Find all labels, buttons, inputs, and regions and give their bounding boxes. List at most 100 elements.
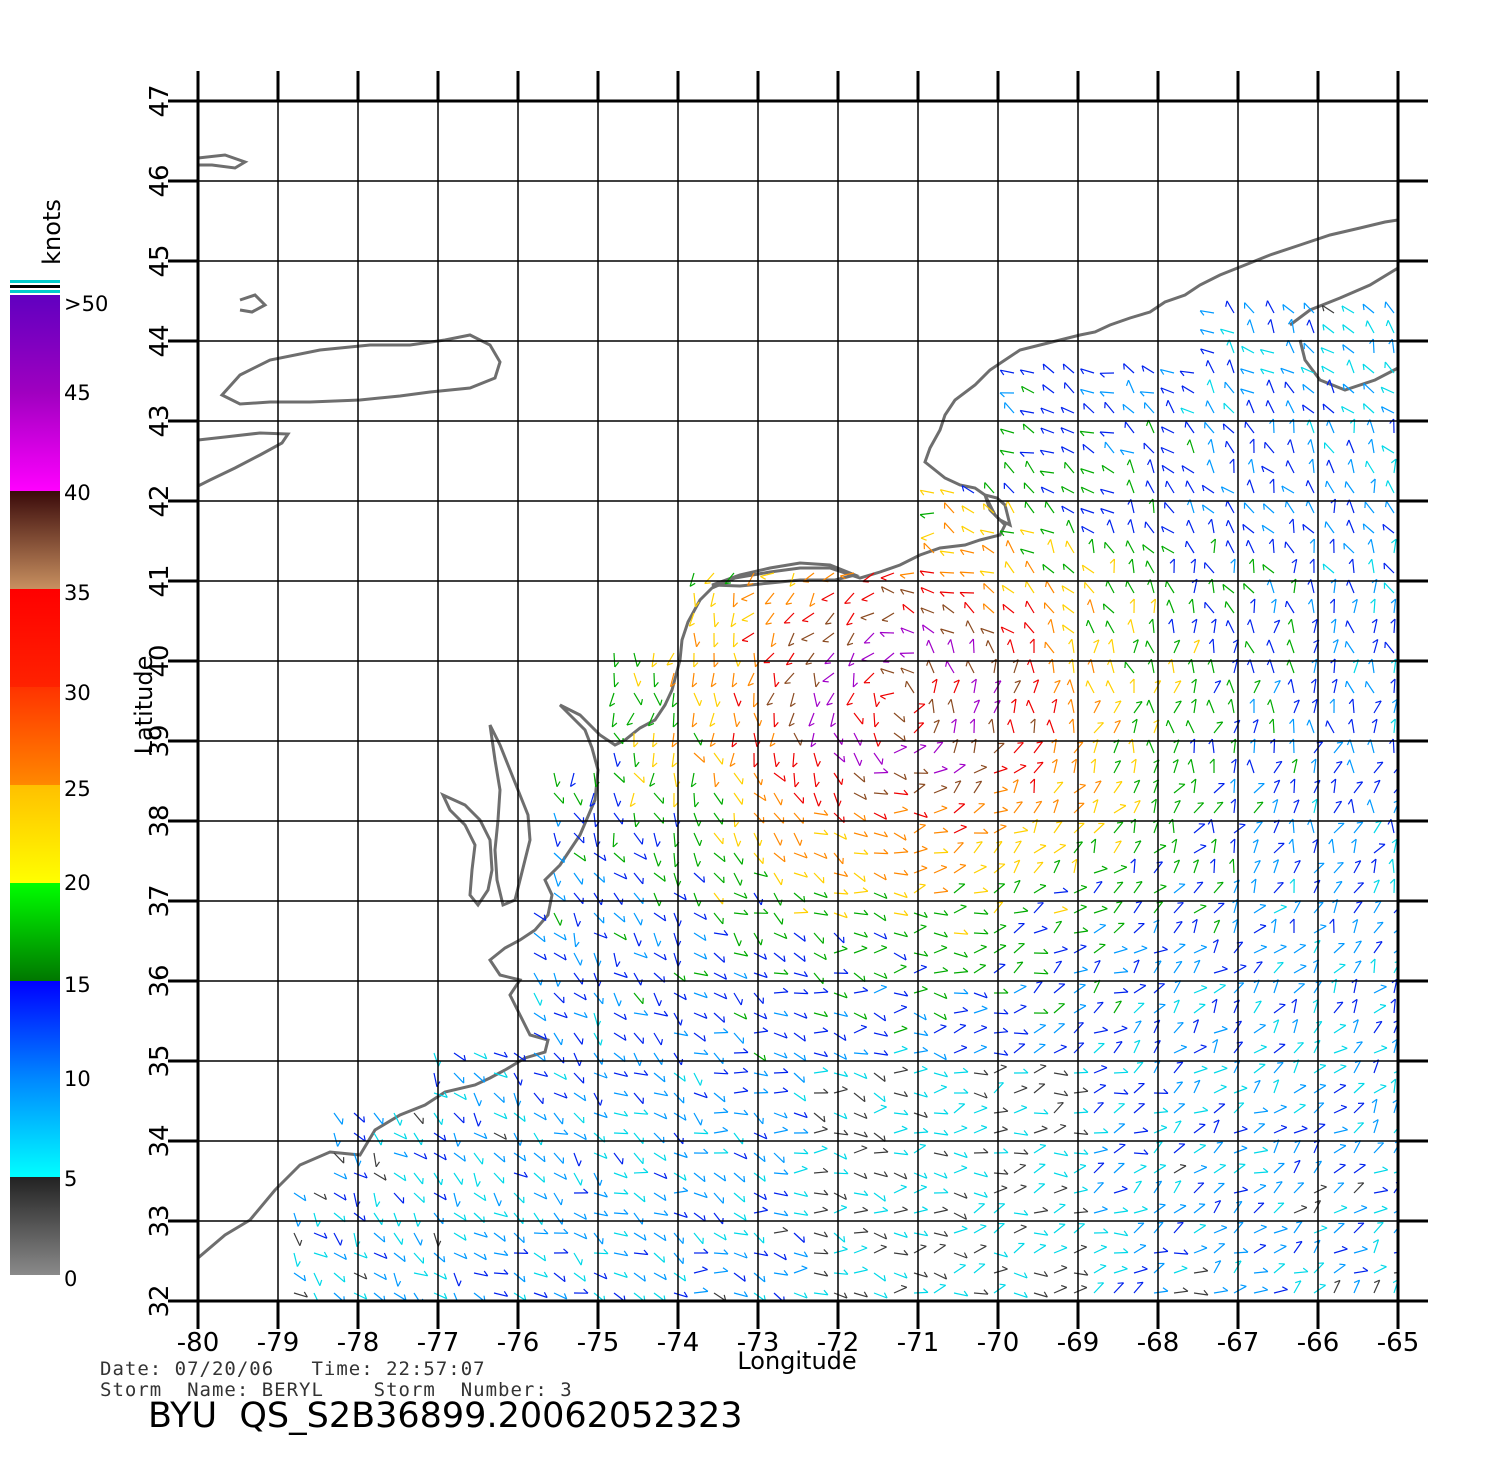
wind-barb <box>823 810 829 816</box>
wind-barb <box>1003 1169 1009 1175</box>
wind-vector <box>1193 845 1207 854</box>
wind-vector <box>1193 1124 1206 1134</box>
wind-barb <box>920 1184 927 1188</box>
wind-vector <box>1153 1004 1166 1014</box>
wind-vector <box>1363 523 1375 534</box>
wind-vector <box>1393 459 1397 474</box>
wind-vector <box>1211 519 1215 534</box>
wind-barb <box>614 661 620 668</box>
wind-vector <box>1273 859 1280 874</box>
wind-vector <box>773 1252 787 1261</box>
wind-barb <box>643 1168 649 1173</box>
wind-barb <box>1066 679 1071 686</box>
wind-vector <box>1302 404 1315 414</box>
wind-barb <box>1319 1063 1326 1067</box>
wind-barb <box>722 1126 729 1132</box>
wind-vector <box>1333 1065 1347 1074</box>
wind-barb <box>883 874 887 881</box>
wind-vector <box>1033 1144 1047 1154</box>
wind-vector <box>1050 539 1055 554</box>
wind-vector <box>1193 960 1201 974</box>
wind-vector <box>813 752 819 767</box>
wind-barb <box>1240 388 1245 395</box>
wind-barb <box>883 933 888 940</box>
wind-vector <box>1080 368 1095 374</box>
wind-vector <box>1033 800 1043 814</box>
wind-vector <box>673 1272 686 1282</box>
wind-barb <box>808 722 815 727</box>
wind-vector <box>1341 305 1355 314</box>
wind-barb <box>671 742 678 748</box>
wind-barb <box>403 1294 407 1301</box>
wind-vector <box>1000 530 1015 534</box>
wind-barb <box>880 1244 887 1248</box>
wind-vector <box>1363 403 1375 414</box>
wind-vector <box>713 912 724 925</box>
wind-barb <box>1125 379 1130 386</box>
wind-vector <box>1062 624 1075 634</box>
wind-barb <box>843 1269 849 1275</box>
wind-vector <box>1381 445 1395 454</box>
wind-barb <box>1062 604 1065 611</box>
wind-vector <box>1213 1290 1228 1294</box>
wind-vector <box>1133 1002 1145 1014</box>
wind-vector <box>333 1132 339 1147</box>
wind-barb <box>703 1148 709 1154</box>
wind-barb <box>1246 619 1251 626</box>
wind-vector <box>613 812 623 825</box>
coastline-lake-erie <box>198 431 291 488</box>
wind-vector <box>993 863 1006 874</box>
wind-vector <box>1213 919 1221 934</box>
wind-vector <box>893 1272 908 1279</box>
wind-barb <box>1123 1248 1129 1253</box>
wind-vector <box>993 1031 1008 1034</box>
wind-barb <box>742 1087 749 1092</box>
wind-vector <box>1080 388 1095 394</box>
wind-vector <box>1350 799 1355 814</box>
wind-barb <box>1104 441 1106 449</box>
wind-vector <box>1393 1271 1398 1274</box>
wind-vector <box>913 745 927 754</box>
lon-tick-label: -73 <box>737 1328 779 1358</box>
wind-vector <box>1193 1109 1208 1114</box>
wind-vector <box>1253 1185 1267 1194</box>
wind-vector <box>773 812 784 824</box>
wind-barb <box>883 1050 889 1056</box>
wind-barb <box>503 1133 507 1140</box>
wind-barb <box>303 1291 308 1298</box>
wind-vector <box>553 1292 567 1300</box>
wind-barb <box>1184 421 1187 428</box>
wind-barb <box>709 722 716 727</box>
wind-vector <box>1104 401 1115 414</box>
wind-vector <box>1193 1182 1205 1194</box>
wind-barb <box>1194 959 1201 964</box>
wind-vector <box>633 1032 644 1044</box>
wind-barb <box>1377 1221 1384 1224</box>
wind-barb <box>788 642 795 647</box>
wind-vector <box>1173 1143 1186 1154</box>
wind-vector <box>1244 302 1255 314</box>
wind-vector <box>613 1012 627 1021</box>
wind-barb <box>822 680 829 683</box>
wind-vector <box>1249 479 1255 494</box>
wind-barb <box>1197 802 1204 804</box>
wind-vector <box>1242 523 1255 534</box>
wind-barb <box>1390 678 1396 684</box>
wind-barb <box>961 1225 968 1230</box>
wind-vector <box>1213 1067 1228 1074</box>
wind-vector <box>1133 840 1142 854</box>
wind-vector <box>1282 304 1295 314</box>
wind-vector <box>730 612 735 627</box>
wind-vector <box>1193 1247 1208 1254</box>
wind-barb <box>883 768 889 773</box>
wind-vector <box>853 752 861 766</box>
wind-barb <box>743 1275 746 1282</box>
wind-vector <box>573 792 582 806</box>
wind-barb <box>635 761 640 768</box>
wind-barb <box>1268 538 1274 545</box>
wind-vector <box>1249 619 1255 634</box>
wind-vector <box>1213 939 1219 954</box>
wind-barb <box>722 1267 729 1272</box>
wind-barb <box>603 1072 608 1079</box>
wind-vector <box>1224 381 1235 394</box>
